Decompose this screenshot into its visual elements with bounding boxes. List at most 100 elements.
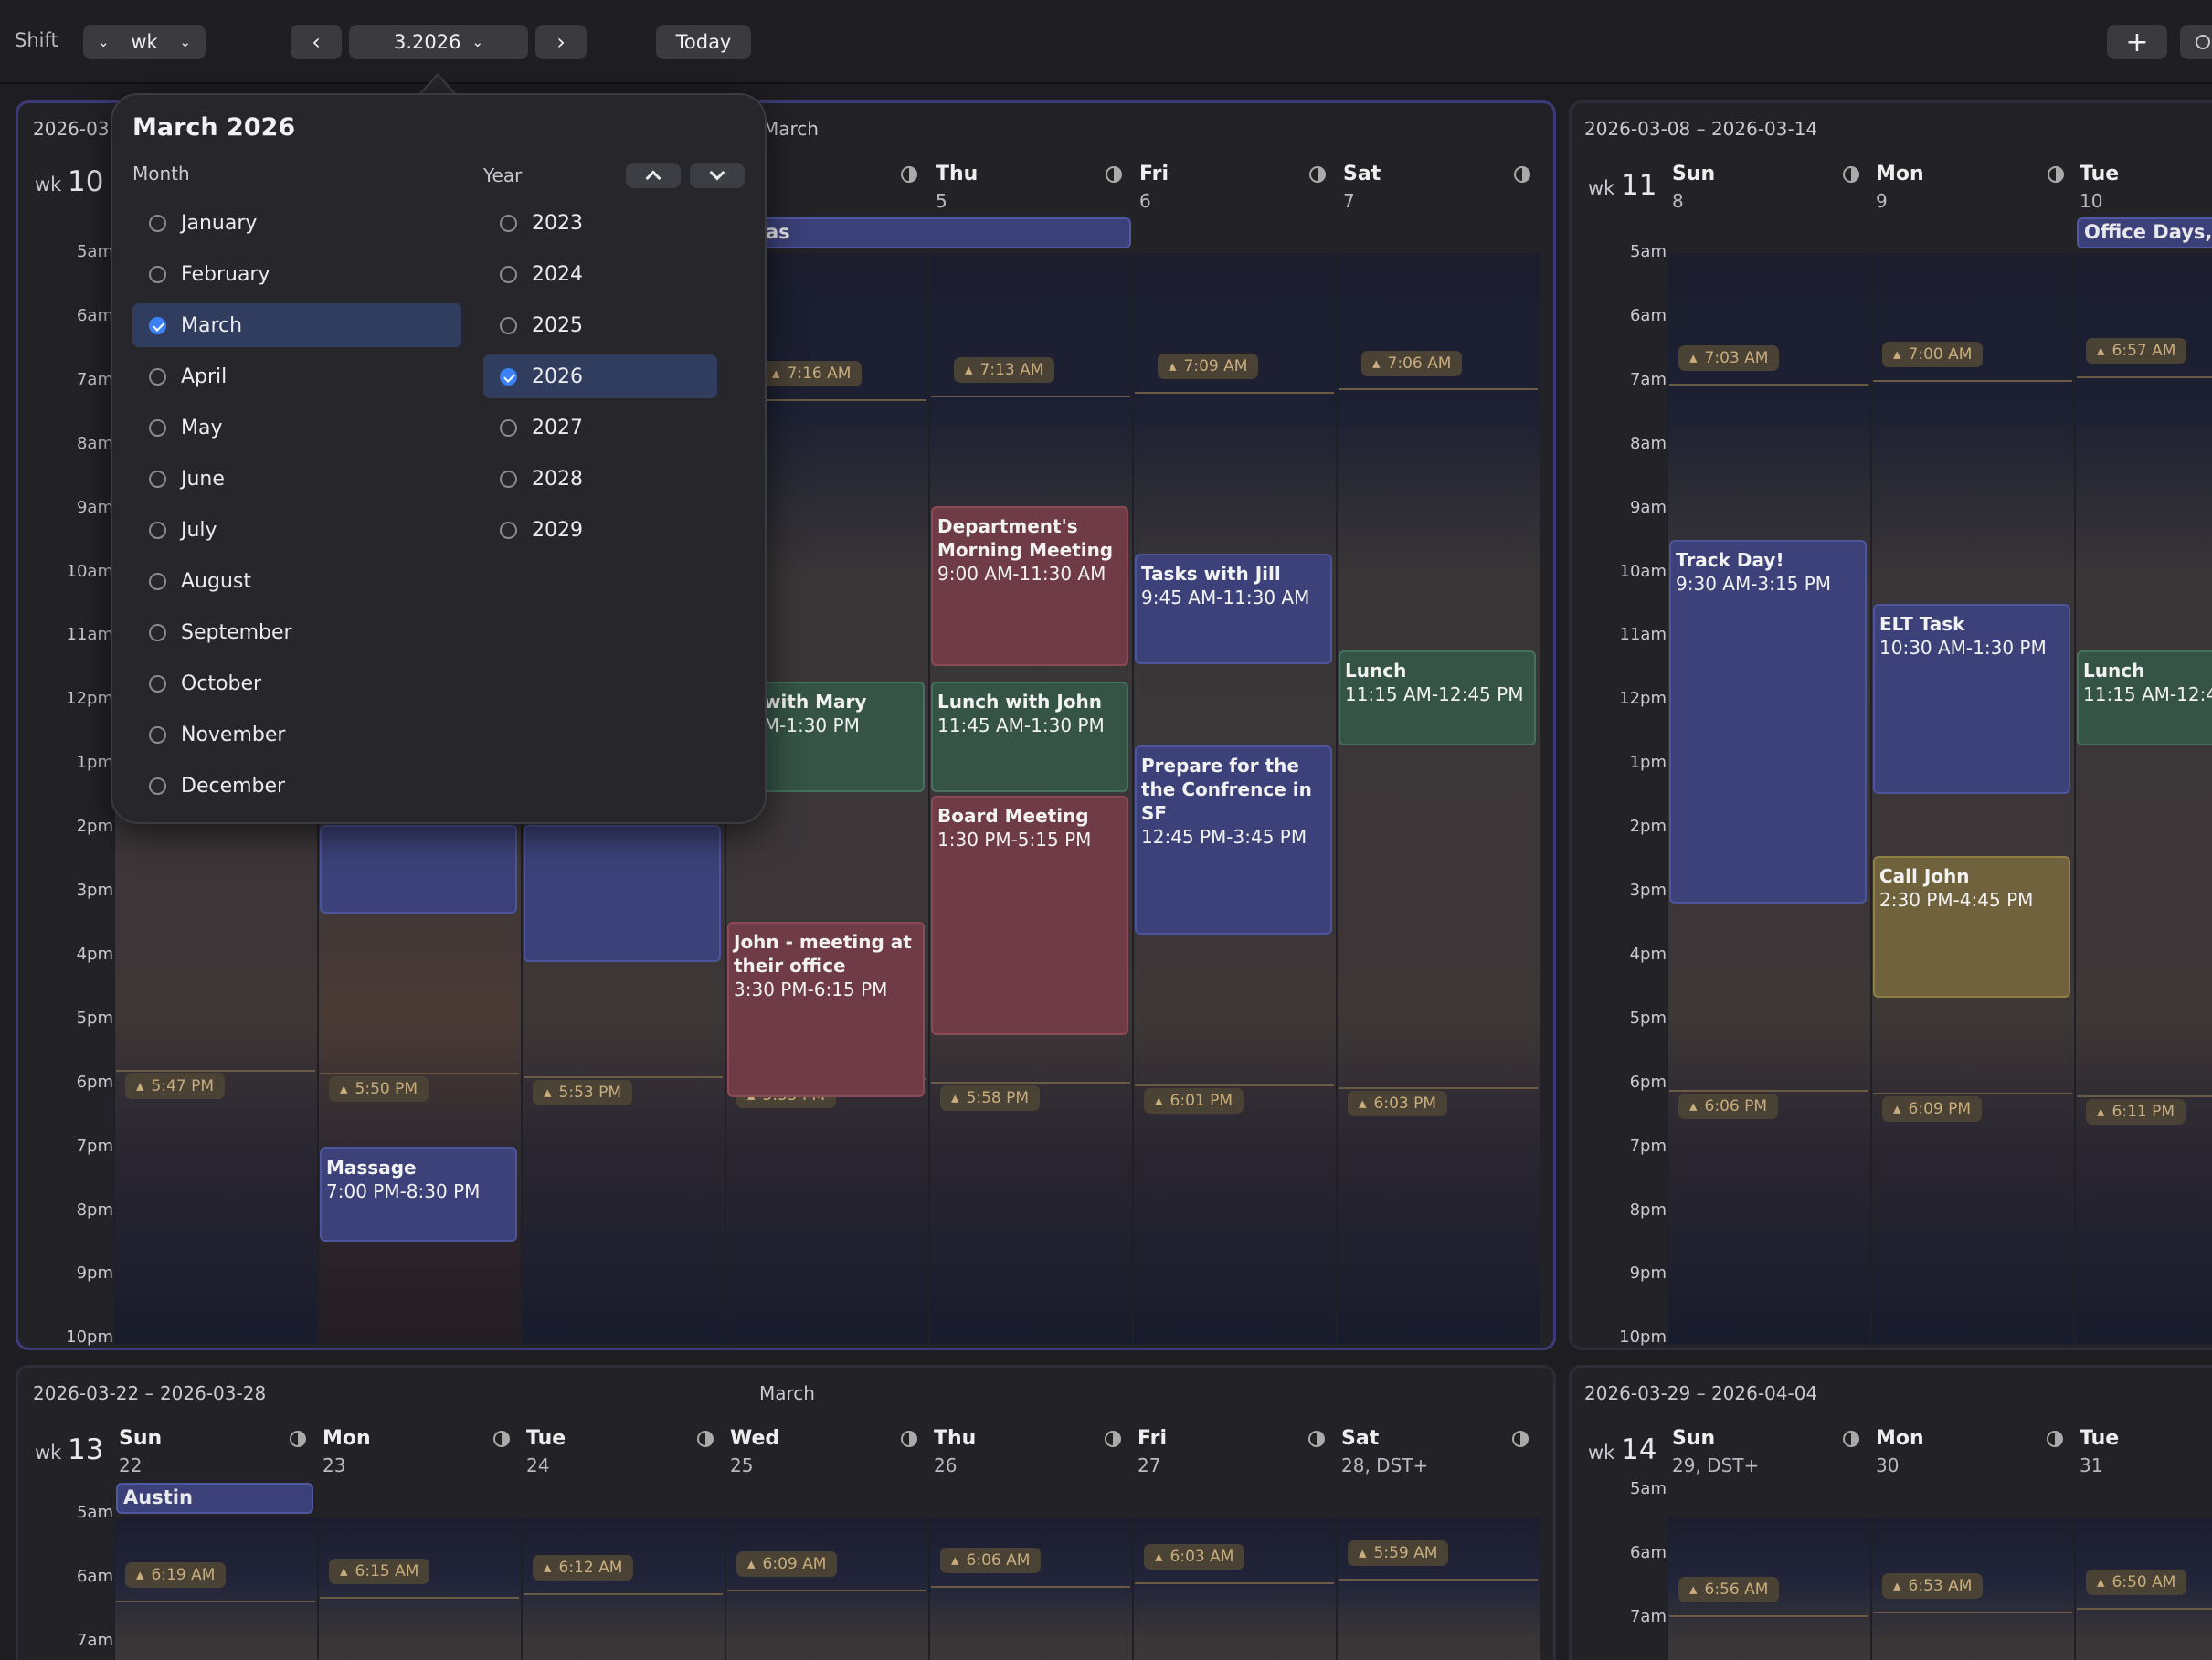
year-option[interactable]: 2028 xyxy=(483,457,717,501)
day-column[interactable] xyxy=(725,1517,928,1660)
month-option[interactable]: July xyxy=(132,508,461,552)
month-option[interactable]: August xyxy=(132,559,461,603)
calendar-event[interactable]: Prepare for the the Confrence in SF 12:45… xyxy=(1135,745,1332,935)
day-column[interactable] xyxy=(928,1517,1132,1660)
chevron-down-icon: ⌄ xyxy=(179,34,191,50)
picker-title: March 2026 xyxy=(132,113,296,142)
next-button[interactable]: › xyxy=(535,25,587,59)
calendar-event[interactable] xyxy=(524,825,721,962)
sunset-icon: ▴ xyxy=(1359,1094,1367,1113)
chevron-down-icon: ⌄ xyxy=(98,34,110,50)
sunrise-icon: ▴ xyxy=(1155,1548,1163,1566)
all-day-event[interactable]: as xyxy=(758,217,1131,248)
sunrise-line xyxy=(727,399,926,401)
calendar-event[interactable]: Department's Morning Meeting 9:00 AM-11:3… xyxy=(931,506,1128,666)
sunrise-icon: ▴ xyxy=(1169,357,1177,375)
sunrise-line xyxy=(320,1597,519,1599)
day-column[interactable] xyxy=(1870,253,2074,1344)
year-option[interactable]: 2029 xyxy=(483,508,717,552)
hour-label: 8pm xyxy=(1629,1200,1667,1220)
day-name: Mon xyxy=(323,1427,371,1450)
calendar-event[interactable]: John - meeting at their office 3:30 PM-6:… xyxy=(727,922,925,1097)
day-column[interactable] xyxy=(113,1517,317,1660)
calendar-event[interactable]: Lunch with John 11:45 AM-1:30 PM xyxy=(931,682,1128,792)
day-column[interactable] xyxy=(1336,253,1540,1344)
calendar-event[interactable]: Massage 7:00 PM-8:30 PM xyxy=(320,1147,517,1242)
hour-label: 10am xyxy=(1619,561,1667,581)
calendar-event[interactable]: Lunch 11:15 AM-12:45 PM xyxy=(1339,650,1536,745)
add-event-button[interactable]: + xyxy=(2107,25,2167,59)
hour-label: 7pm xyxy=(76,1136,113,1156)
calendar-event[interactable]: Tasks with Jill 9:45 AM-11:30 AM xyxy=(1135,554,1332,664)
period-select-button[interactable]: 3.2026 ⌄ xyxy=(349,25,528,59)
day-number: 25 xyxy=(730,1454,754,1476)
year-option[interactable]: 2024 xyxy=(483,252,717,296)
calendar-event[interactable]: Board Meeting 1:30 PM-5:15 PM xyxy=(931,796,1128,1035)
radio-icon xyxy=(149,470,166,488)
sunset-icon: ▴ xyxy=(544,1084,552,1102)
calendar-event[interactable]: Track Day! 9:30 AM-3:15 PM xyxy=(1669,540,1867,904)
month-option[interactable]: September xyxy=(132,610,461,654)
year-option[interactable]: 2025 xyxy=(483,303,717,347)
sunrise-line xyxy=(931,1586,1130,1588)
all-day-event[interactable]: Austin xyxy=(116,1483,313,1514)
year-option[interactable]: 2023 xyxy=(483,201,717,245)
hour-label: 2pm xyxy=(1629,817,1667,837)
sunrise-icon: ▴ xyxy=(340,1562,348,1581)
hour-label: 12pm xyxy=(1619,689,1667,709)
sunset-line xyxy=(1339,1087,1538,1089)
calendar-event[interactable]: Call John 2:30 PM-4:45 PM xyxy=(1873,856,2070,998)
moon-phase-icon xyxy=(1308,1431,1325,1447)
sunrise-badge: ▴ 6:19 AM xyxy=(125,1562,227,1588)
day-name: Tue xyxy=(2080,163,2120,185)
month-option[interactable]: November xyxy=(132,713,461,756)
radio-icon xyxy=(500,470,517,488)
year-scroll-up-button[interactable] xyxy=(626,163,681,188)
week-range: 2026-03 xyxy=(33,118,110,140)
calendar-event[interactable]: ELT Task 10:30 AM-1:30 PM xyxy=(1873,604,2070,794)
hour-label: 9am xyxy=(76,497,113,517)
month-option[interactable]: June xyxy=(132,457,461,501)
week-number: wk 11 xyxy=(1588,169,1657,202)
month-option[interactable]: May xyxy=(132,406,461,449)
radio-icon xyxy=(149,367,166,386)
moon-phase-icon xyxy=(2048,166,2064,183)
radio-icon xyxy=(500,265,517,283)
day-column[interactable] xyxy=(2074,253,2212,1344)
month-option[interactable]: October xyxy=(132,661,461,705)
sunrise-icon: ▴ xyxy=(2097,1573,2105,1591)
view-options-icon[interactable] xyxy=(2180,25,2212,59)
radio-checked-icon xyxy=(149,316,166,334)
sunrise-line xyxy=(931,396,1130,397)
radio-icon xyxy=(149,777,166,795)
sunset-badge: ▴ 6:06 PM xyxy=(1678,1094,1779,1119)
chevron-down-icon: ⌄ xyxy=(471,34,484,50)
year-option[interactable]: 2027 xyxy=(483,406,717,449)
calendar-event[interactable]: Lunch 11:15 AM-12:4 xyxy=(2077,650,2212,745)
day-name: Mon xyxy=(1876,163,1924,185)
year-scroll-down-button[interactable] xyxy=(690,163,745,188)
day-column[interactable] xyxy=(521,1517,725,1660)
hour-label: 11am xyxy=(1619,625,1667,645)
day-column[interactable] xyxy=(317,1517,521,1660)
day-number: 30 xyxy=(1876,1454,1900,1476)
today-button[interactable]: Today xyxy=(656,25,751,59)
hour-label: 5am xyxy=(76,242,113,261)
day-column[interactable] xyxy=(1132,1517,1336,1660)
month-option[interactable]: December xyxy=(132,764,461,808)
year-option[interactable]: 2026 xyxy=(483,354,717,398)
month-option[interactable]: April xyxy=(132,354,461,398)
calendar-event[interactable] xyxy=(320,825,517,914)
sunrise-badge: ▴ 6:50 AM xyxy=(2086,1570,2187,1595)
sunset-line xyxy=(524,1076,723,1078)
day-number: 5 xyxy=(936,190,947,212)
day-column[interactable] xyxy=(1336,1517,1540,1660)
sunset-badge: ▴ 6:11 PM xyxy=(2086,1099,2186,1125)
month-option[interactable]: February xyxy=(132,252,461,296)
view-select[interactable]: ⌄ wk ⌄ xyxy=(83,25,206,59)
all-day-event[interactable]: Office Days, F xyxy=(2077,217,2212,248)
month-label: March xyxy=(759,1382,815,1404)
previous-button[interactable]: ‹ xyxy=(291,25,342,59)
month-option[interactable]: March xyxy=(132,303,461,347)
month-option[interactable]: January xyxy=(132,201,461,245)
